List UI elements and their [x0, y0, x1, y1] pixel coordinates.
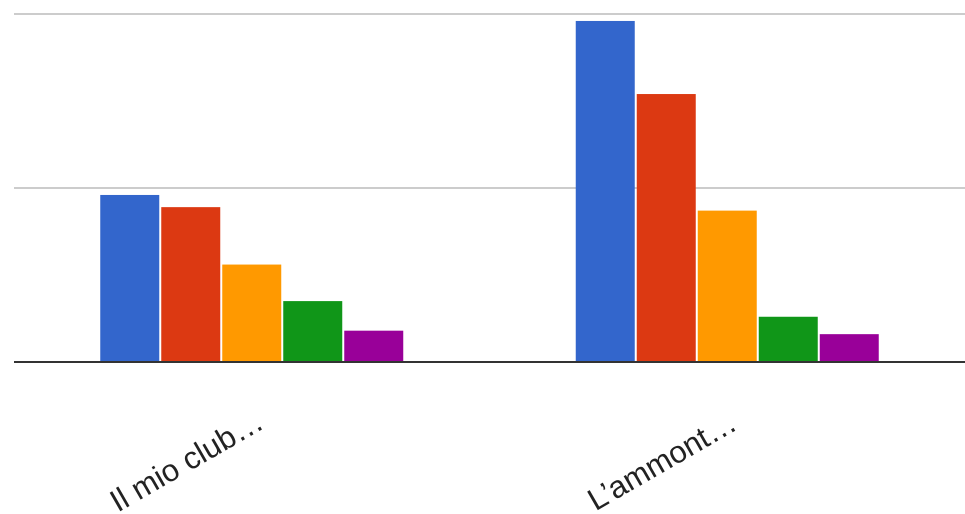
- bar-cat1-series1[interactable]: [636, 94, 696, 362]
- bar-cat0-series2[interactable]: [222, 264, 282, 362]
- bars: [100, 20, 879, 363]
- bar-cat0-series1[interactable]: [161, 207, 221, 362]
- x-tick-label-1: L’ammont…: [582, 404, 743, 514]
- bar-cat1-series3[interactable]: [758, 316, 818, 362]
- bar-cat0-series4[interactable]: [344, 330, 404, 362]
- bar-cat1-series0[interactable]: [575, 20, 635, 363]
- x-axis-tick-labels: Il mio club… L’ammont…: [104, 403, 742, 514]
- bar-cat1-series2[interactable]: [697, 210, 757, 362]
- gridlines: [14, 13, 965, 189]
- bar-cat0-series0[interactable]: [100, 194, 160, 362]
- bar-cat1-series4[interactable]: [819, 334, 879, 362]
- x-tick-label-0: Il mio club…: [104, 403, 269, 514]
- bar-cat0-series3[interactable]: [283, 301, 343, 362]
